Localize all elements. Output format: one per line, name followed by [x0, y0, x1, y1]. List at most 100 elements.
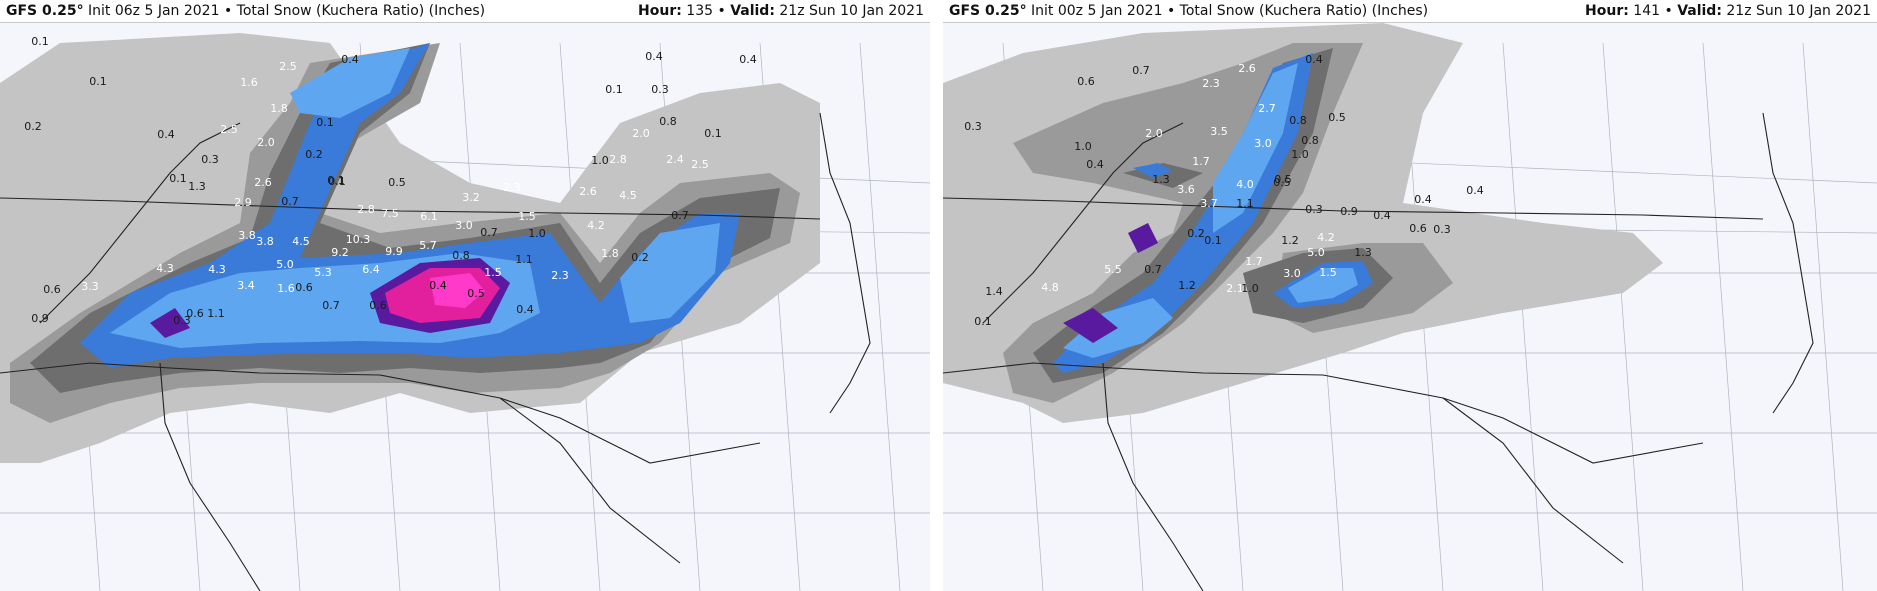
snow-amount-label: 7.5 — [381, 207, 399, 220]
snow-amount-label: 1.8 — [270, 102, 288, 115]
snow-amount-label: 0.6 — [295, 281, 313, 294]
snow-amount-label: 4.5 — [292, 235, 310, 248]
snow-amount-label: 3.8 — [256, 235, 274, 248]
snow-amount-label: 6.1 — [420, 210, 438, 223]
snow-amount-label: 0.9 — [1340, 205, 1358, 218]
snow-amount-label: 5.0 — [276, 258, 294, 271]
snow-amount-label: 1.0 — [528, 227, 546, 240]
snow-shading — [0, 33, 820, 463]
snow-amount-label: 1.3 — [188, 180, 206, 193]
map-valid-time: Hour: 141 • Valid: 21z Sun 10 Jan 2021 — [1585, 3, 1871, 19]
snow-amount-label: 2.6 — [579, 185, 597, 198]
panel-divider — [930, 0, 943, 591]
snow-amount-label: 0.4 — [1086, 158, 1104, 171]
snow-amount-label: 3.8 — [238, 229, 256, 242]
snow-amount-label: 3.0 — [1254, 137, 1272, 150]
snow-amount-label: 2.0 — [257, 136, 275, 149]
snow-amount-label: 0.7 — [480, 226, 498, 239]
snow-amount-label: 2.7 — [1258, 102, 1276, 115]
snow-amount-label: 0.2 — [1187, 227, 1205, 240]
snow-amount-label: 0.1 — [328, 175, 346, 188]
snow-amount-label: 0.8 — [659, 115, 677, 128]
snow-amount-label: 0.4 — [429, 279, 447, 292]
snow-amount-label: 0.1 — [1204, 234, 1222, 247]
snow-amount-label: 2.5 — [220, 123, 238, 136]
snow-amount-label: 0.5 — [467, 287, 485, 300]
snow-amount-label: 2.4 — [666, 153, 684, 166]
snow-amount-label: 0.8 — [1301, 134, 1319, 147]
snow-amount-label: 2.6 — [254, 176, 272, 189]
snow-amount-label: 0.3 — [1305, 203, 1323, 216]
snow-amount-label: 0.5 — [1273, 176, 1291, 189]
snowfall-map: 0.10.10.20.40.30.11.32.51.62.51.82.00.10… — [0, 33, 930, 591]
snow-amount-label: 0.1 — [89, 75, 107, 88]
snow-amount-label: 0.1 — [704, 127, 722, 140]
snow-amount-label: 1.7 — [1192, 155, 1210, 168]
snow-amount-label: 2.3 — [503, 181, 521, 194]
snow-amount-label: 0.4 — [645, 50, 663, 63]
snow-amount-label: 5.7 — [419, 239, 437, 252]
snow-amount-label: 0.4 — [1305, 53, 1323, 66]
snow-amount-label: 0.3 — [651, 83, 669, 96]
snow-amount-label: 3.4 — [237, 279, 255, 292]
snow-amount-label: 4.3 — [208, 263, 226, 276]
map-title: GFS 0.25° Init 00z 5 Jan 2021 • Total Sn… — [949, 3, 1429, 19]
map-valid-time: Hour: 135 • Valid: 21z Sun 10 Jan 2021 — [638, 3, 924, 19]
map-header: GFS 0.25° Init 00z 5 Jan 2021 • Total Sn… — [943, 0, 1877, 23]
snow-amount-label: 1.0 — [1241, 282, 1259, 295]
snow-amount-label: 1.4 — [985, 285, 1003, 298]
snow-amount-label: 0.3 — [964, 120, 982, 133]
state-borders — [943, 112, 1814, 591]
snow-amount-label: 0.1 — [605, 83, 623, 96]
snowfall-map: 0.7 0.6 2.6 0.4 0.3 2.3 1.0 2.0 3.5 2.7 0.8 0.5 3.0 1… — [943, 23, 1877, 591]
snow-amount-label: 3.0 — [1283, 267, 1301, 280]
snow-amount-label: 0.3 — [201, 153, 219, 166]
snow-amount-label: 0.4 — [157, 128, 175, 141]
snow-amount-label: 0.6 — [369, 299, 387, 312]
snow-amount-label: 0.3 — [1433, 223, 1451, 236]
snow-amount-label: 1.8 — [601, 247, 619, 260]
snow-amount-label: 0.7 — [671, 209, 689, 222]
snow-amount-label: 2.6 — [1238, 62, 1256, 75]
snow-amount-label: 4.8 — [1041, 281, 1059, 294]
snow-amount-label: 0.2 — [631, 251, 649, 264]
snow-amount-label: 2.8 — [609, 153, 627, 166]
snow-amount-label: 4.2 — [587, 219, 605, 232]
snow-amount-label: 0.5 — [388, 176, 406, 189]
snow-amount-label: 3.7 — [1200, 197, 1218, 210]
snow-map-panel-right: GFS 0.25° Init 00z 5 Jan 2021 • Total Sn… — [943, 0, 1877, 591]
snow-amount-label: 2.3 — [1202, 77, 1220, 90]
snow-amount-label: 0.4 — [516, 303, 534, 316]
snow-amount-label: 3.2 — [462, 191, 480, 204]
snow-amount-label: 3.0 — [455, 219, 473, 232]
snow-amount-label: 0.6 — [43, 283, 61, 296]
snow-amount-label: 1.0 — [1074, 140, 1092, 153]
snow-amount-label: 1.3 — [1152, 173, 1170, 186]
snow-amount-label: 3.5 — [1210, 125, 1228, 138]
snow-amount-labels: 0.10.10.20.40.30.11.32.51.62.51.82.00.10… — [24, 35, 757, 327]
snow-amount-label: 0.2 — [305, 148, 323, 161]
snow-amount-label: 0.9 — [31, 312, 49, 325]
state-borders — [0, 112, 871, 591]
snow-amount-label: 0.6 — [1077, 75, 1095, 88]
snow-amount-label: 0.1 — [31, 35, 49, 48]
snow-amount-label: 1.1 — [207, 307, 225, 320]
snow-shading — [943, 23, 1663, 423]
snow-amount-label: 4.2 — [1317, 231, 1335, 244]
snow-amount-label: 0.4 — [341, 53, 359, 66]
snow-amount-label: 1.3 — [1354, 246, 1372, 259]
map-title: GFS 0.25° Init 06z 5 Jan 2021 • Total Sn… — [6, 3, 486, 19]
snow-amount-label: 0.1 — [169, 172, 187, 185]
snow-amount-label: 0.1 — [316, 116, 334, 129]
snow-amount-label: 3.6 — [1177, 183, 1195, 196]
snow-amount-label: 1.1 — [1236, 197, 1254, 210]
snow-amount-label: 2.9 — [234, 196, 252, 209]
snow-amount-label: 0.1 — [327, 174, 345, 187]
snow-amount-label: 0.2 — [24, 120, 42, 133]
snow-amount-label: 2.8 — [357, 203, 375, 216]
snow-amount-label: 5.0 — [1307, 246, 1325, 259]
snow-amount-label: 0.4 — [739, 53, 757, 66]
snow-amount-label: 1.7 — [1245, 255, 1263, 268]
snow-amount-label: 4.3 — [156, 262, 174, 275]
snow-amount-label: 4.5 — [619, 189, 637, 202]
